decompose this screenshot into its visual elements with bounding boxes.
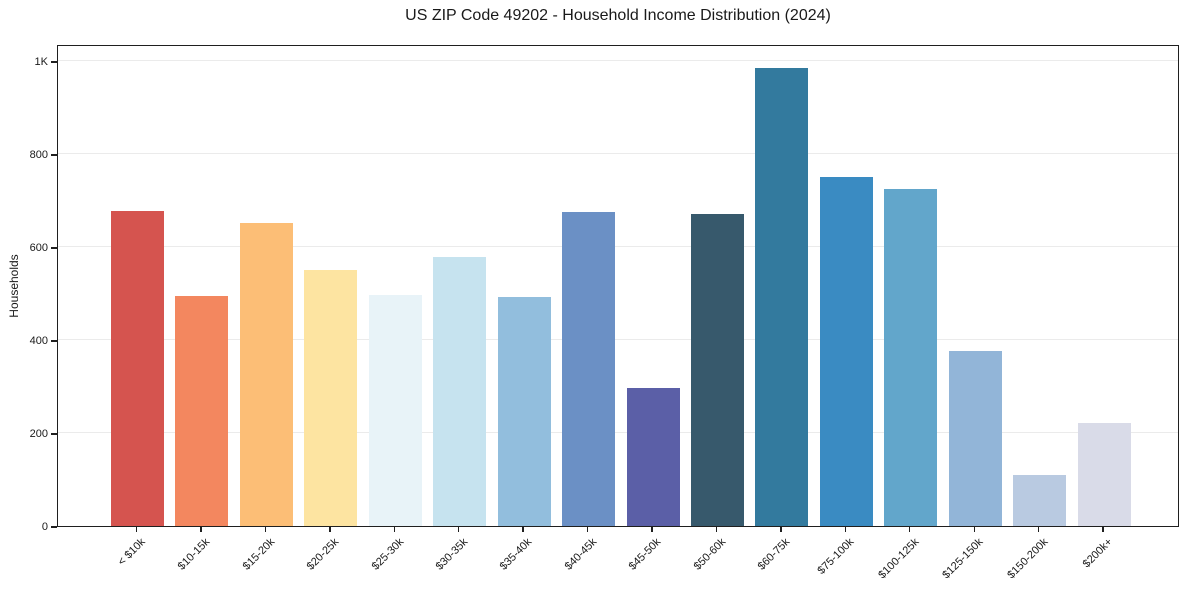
y-tick-label: 800 (29, 149, 48, 162)
bar (690, 213, 744, 526)
bar (948, 351, 1002, 526)
y-gridline (58, 246, 1178, 248)
bar (1077, 423, 1131, 526)
x-tick-mark (973, 527, 975, 532)
x-tick-mark (522, 527, 524, 532)
y-tick-label: 200 (29, 428, 48, 441)
x-tick-mark (135, 527, 138, 532)
bar (884, 188, 938, 526)
x-tick-label: $50-60k (691, 536, 728, 573)
x-tick-mark (909, 527, 911, 532)
y-tick-label: 400 (29, 335, 48, 348)
x-tick-label: $15-20k (240, 536, 277, 573)
y-tick-mark (51, 340, 57, 342)
bar (626, 387, 680, 526)
x-tick-label: $30-35k (433, 536, 471, 573)
bar (497, 297, 551, 526)
x-tick-mark (458, 527, 460, 532)
x-tick-mark (844, 527, 847, 532)
x-tick-mark (329, 527, 331, 532)
y-tick-label: 1K (34, 56, 48, 69)
x-tick-mark (780, 527, 782, 532)
x-tick-mark (393, 527, 395, 532)
y-tick-label: 600 (29, 242, 48, 255)
plot-area (57, 45, 1179, 527)
x-tick-label: $20-25k (304, 536, 342, 573)
x-tick-label: $75-100k (815, 536, 857, 577)
bar (562, 211, 616, 526)
x-tick-mark (715, 527, 718, 532)
x-tick-label: $60-75k (755, 536, 793, 573)
bar (1013, 474, 1067, 526)
x-tick-label: $200k+ (1080, 536, 1115, 571)
x-tick-label: $45-50k (626, 536, 664, 573)
x-tick-label: $40-45k (562, 536, 600, 573)
bar (819, 176, 873, 526)
x-tick-label: $150-200k (1004, 536, 1051, 582)
y-tick-mark (51, 61, 57, 63)
x-tick-label: $10-15k (175, 536, 213, 573)
bar (304, 269, 358, 526)
y-gridline (58, 339, 1178, 341)
x-tick-label: < $10k (115, 536, 148, 569)
x-tick-label: $35-40k (498, 536, 535, 573)
bar (175, 296, 229, 526)
bar (368, 294, 422, 526)
x-tick-mark (264, 527, 267, 532)
x-tick-mark (200, 527, 202, 532)
y-gridline (58, 153, 1178, 155)
y-axis-label: Households (7, 254, 21, 318)
x-tick-mark (651, 527, 653, 532)
bar (433, 256, 487, 526)
x-tick-mark (586, 527, 589, 532)
y-tick-mark (51, 433, 57, 435)
x-tick-mark (1102, 527, 1104, 532)
y-tick-mark (51, 526, 57, 528)
y-tick-mark (51, 247, 57, 249)
y-gridline (58, 432, 1178, 434)
bar (239, 223, 293, 526)
x-tick-label: $25-30k (369, 536, 406, 573)
x-tick-label: $125-150k (940, 536, 986, 582)
x-tick-mark (1037, 527, 1040, 532)
x-tick-label: $100-125k (876, 536, 922, 582)
y-tick-label: 0 (41, 521, 48, 533)
chart-title: US ZIP Code 49202 - Household Income Dis… (405, 7, 831, 24)
y-gridline (58, 60, 1178, 62)
bar (755, 68, 809, 526)
y-tick-mark (51, 154, 57, 156)
bar (111, 210, 164, 526)
